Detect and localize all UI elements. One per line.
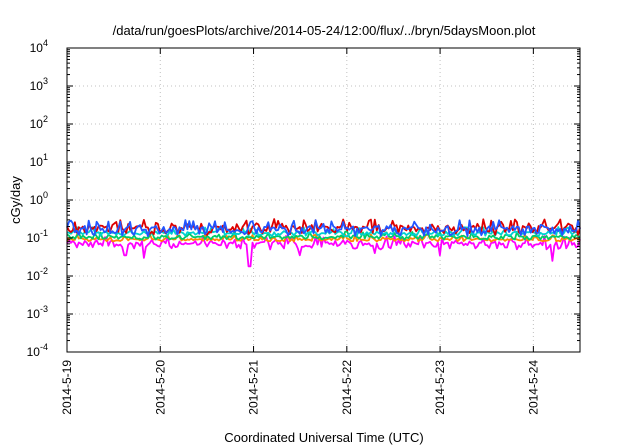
series-line	[66, 234, 581, 268]
y-tick-label: 103	[30, 76, 48, 93]
y-tick-labels: 10-4 10-3 10-2 10-1 100 101 102 103 104	[27, 38, 48, 359]
y-tick-label: 102	[30, 114, 48, 131]
x-tick-label: 2014-5-20	[153, 360, 167, 415]
series-layer	[66, 218, 581, 268]
y-tick-label: 10-1	[27, 228, 48, 245]
grid-layer	[66, 48, 580, 352]
x-tick-label: 2014-5-21	[247, 360, 261, 415]
x-tick-label: 2014-5-22	[340, 360, 354, 415]
y-tick-label: 101	[30, 152, 48, 169]
y-tick-label: 10-4	[27, 342, 48, 359]
y-axis-label: cGy/day	[8, 176, 23, 224]
y-tick-label: 10-2	[27, 266, 48, 283]
y-tick-label: 104	[30, 38, 48, 55]
x-tick-label: 2014-5-23	[433, 360, 447, 415]
series-line	[66, 219, 581, 238]
x-tick-label: 2014-5-19	[60, 360, 74, 415]
tick-layer	[66, 47, 580, 353]
x-tick-label: 2014-5-24	[526, 360, 540, 415]
x-tick-labels: 2014-5-19 2014-5-20 2014-5-21 2014-5-22 2014…	[60, 360, 540, 415]
x-axis-label: Coordinated Universal Time (UTC)	[224, 430, 423, 445]
y-tick-label: 100	[30, 190, 48, 207]
y-tick-label: 10-3	[27, 304, 48, 321]
chart-title: /data/run/goesPlots/archive/2014-05-24/1…	[113, 23, 536, 38]
